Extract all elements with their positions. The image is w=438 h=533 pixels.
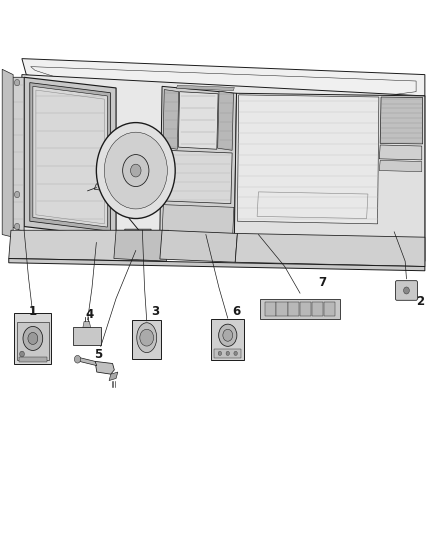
Circle shape: [74, 356, 81, 363]
Circle shape: [123, 155, 149, 187]
Polygon shape: [94, 184, 116, 192]
Polygon shape: [114, 230, 169, 261]
Polygon shape: [164, 150, 232, 204]
Circle shape: [140, 329, 154, 346]
Polygon shape: [24, 77, 116, 237]
Circle shape: [14, 223, 20, 230]
Circle shape: [23, 326, 42, 351]
Polygon shape: [235, 233, 425, 266]
Polygon shape: [109, 372, 118, 381]
Text: 1: 1: [29, 305, 37, 318]
Polygon shape: [162, 205, 234, 237]
FancyBboxPatch shape: [324, 302, 335, 317]
Polygon shape: [153, 184, 175, 192]
Text: 2: 2: [417, 295, 424, 308]
Text: 6: 6: [233, 305, 240, 318]
Polygon shape: [177, 85, 234, 91]
Polygon shape: [33, 86, 107, 227]
Text: 4: 4: [86, 308, 94, 321]
Polygon shape: [95, 361, 114, 374]
Circle shape: [14, 79, 20, 86]
FancyBboxPatch shape: [276, 302, 287, 317]
Ellipse shape: [137, 323, 157, 353]
FancyBboxPatch shape: [300, 302, 311, 317]
Circle shape: [20, 351, 25, 357]
Circle shape: [219, 324, 237, 346]
Circle shape: [14, 191, 20, 198]
FancyBboxPatch shape: [214, 349, 241, 358]
Polygon shape: [30, 83, 110, 231]
FancyBboxPatch shape: [312, 302, 323, 317]
FancyBboxPatch shape: [260, 299, 340, 319]
Text: 5: 5: [95, 348, 102, 361]
Circle shape: [218, 351, 222, 356]
Circle shape: [226, 351, 230, 356]
Text: 7: 7: [318, 276, 326, 289]
Polygon shape: [237, 95, 379, 224]
Polygon shape: [218, 91, 233, 150]
Polygon shape: [11, 77, 24, 232]
Polygon shape: [78, 357, 97, 366]
Polygon shape: [9, 259, 425, 271]
FancyBboxPatch shape: [265, 302, 276, 317]
Polygon shape: [2, 69, 13, 237]
FancyBboxPatch shape: [14, 313, 51, 364]
Polygon shape: [178, 92, 218, 149]
FancyBboxPatch shape: [73, 327, 101, 345]
Polygon shape: [123, 229, 151, 251]
FancyBboxPatch shape: [132, 320, 161, 359]
Polygon shape: [379, 160, 422, 172]
Circle shape: [234, 351, 237, 356]
Circle shape: [223, 329, 233, 341]
FancyBboxPatch shape: [288, 302, 300, 317]
Circle shape: [403, 287, 410, 294]
Polygon shape: [163, 90, 179, 149]
Polygon shape: [160, 230, 237, 262]
Circle shape: [104, 132, 167, 209]
FancyBboxPatch shape: [18, 357, 47, 362]
Polygon shape: [234, 93, 425, 261]
FancyBboxPatch shape: [211, 319, 244, 360]
Polygon shape: [22, 59, 425, 107]
Polygon shape: [83, 321, 91, 328]
Circle shape: [96, 123, 175, 219]
Circle shape: [28, 333, 38, 344]
Polygon shape: [379, 145, 422, 160]
Polygon shape: [22, 75, 425, 266]
Circle shape: [131, 164, 141, 177]
Polygon shape: [380, 97, 423, 144]
Polygon shape: [153, 100, 285, 107]
Polygon shape: [9, 230, 162, 261]
Polygon shape: [160, 86, 237, 240]
FancyBboxPatch shape: [17, 322, 49, 360]
Text: 3: 3: [152, 305, 159, 318]
FancyBboxPatch shape: [396, 281, 417, 300]
